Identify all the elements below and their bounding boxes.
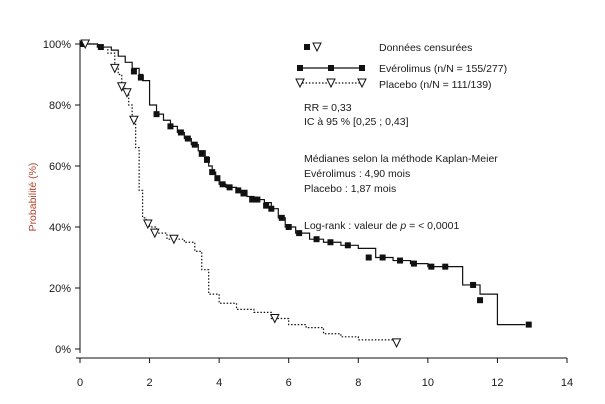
everolimus-censor-marker [470,281,477,288]
everolimus-censor-marker [263,202,270,209]
everolimus-censor-marker [379,254,386,261]
median-placebo: Placebo : 1,87 mois [304,183,396,195]
y-tick-label: 0% [55,344,71,356]
everolimus-censor-marker [153,111,160,118]
logrank-prefix: Log-rank : valeur de [304,220,400,232]
legend-placebo-marker-icon [357,78,367,89]
y-tick-label: 100% [43,39,71,51]
everolimus-censor-marker [296,230,303,237]
everolimus-censor-marker [477,297,484,304]
everolimus-censor-marker [254,196,261,203]
everolimus-censor-marker [137,74,144,81]
y-tick-label: 40% [49,222,71,234]
everolimus-censor-marker [226,184,233,191]
everolimus-censor-marker [285,224,292,230]
everolimus-censor-marker [442,263,449,270]
everolimus-censor-marker [219,181,226,188]
placebo-censor-marker [109,63,120,74]
x-tick-label: 6 [286,377,292,389]
logrank-p: p [399,220,406,232]
everolimus-censor-marker [344,242,351,249]
placebo-censor-marker [80,39,91,50]
everolimus-censor-marker [397,257,404,264]
median-title: Médianes selon la méthode Kaplan-Meier [304,153,498,165]
legend-evero-label: Evérolimus (n/N = 155/277) [379,63,507,75]
legend-title: Données censurées [379,42,472,54]
rr-annotation: RR = 0,33 [304,102,352,114]
y-tick-label: 60% [49,161,71,173]
legend-placebo-marker-icon [326,78,336,89]
y-axis-title: Probabilité (%) [27,163,39,232]
legend-title-square-icon [304,44,310,50]
censor-markers [80,39,532,349]
x-tick-label: 4 [216,377,222,389]
everolimus-censor-marker [410,260,417,267]
placebo-censor-marker [169,234,179,245]
everolimus-censor-marker [249,196,256,203]
annotations: RR = 0,33 IC à 95 % [0,25 ; 0,43] Médian… [304,102,498,232]
logrank-suffix: = < 0,0001 [406,220,459,232]
legend-title-triangle-icon [312,42,322,53]
everolimus-censor-marker [177,129,184,136]
everolimus-censor-marker [365,254,372,261]
logrank-annotation: Log-rank : valeur de p = < 0,0001 [304,220,459,232]
x-tick-label: 8 [355,377,361,389]
everolimus-censor-marker [278,214,285,221]
median-everolimus: Evérolimus : 4,90 mois [304,168,410,180]
placebo-censor-marker [269,314,280,324]
legend-placebo-label: Placebo (n/N = 111/139) [379,79,492,91]
legend-evero-marker-icon [328,65,334,71]
axes: 0% 20% 40% 60% 80% 100% 0 2 4 6 8 10 12 14 [43,39,573,389]
placebo-censor-marker [122,88,132,98]
everolimus-censor-marker [268,205,275,212]
placebo-censor-marker [149,228,160,239]
placebo-censor-marker [116,82,127,92]
x-tick-label: 0 [77,377,83,389]
everolimus-censor-marker [214,175,221,182]
x-tick-label: 10 [422,377,434,389]
x-tick-label: 14 [561,377,573,389]
everolimus-censor-marker [313,236,320,243]
everolimus-censor-marker [209,169,216,176]
ci-annotation: IC à 95 % [0,25 ; 0,43] [304,116,409,128]
everolimus-censor-marker [428,263,435,270]
placebo-censor-marker [129,115,139,126]
legend-evero-marker-icon [359,65,365,71]
legend: Données censurées Evérolimus (n/N = 155/… [295,42,507,91]
everolimus-censor-marker [240,190,247,197]
everolimus-censor-marker [525,321,532,328]
legend-evero-marker-icon [297,65,303,71]
everolimus-censor-marker [184,135,191,142]
everolimus-censor-marker [167,123,174,130]
x-tick-label: 12 [491,377,503,389]
x-tick-label: 2 [147,377,153,389]
everolimus-censor-marker [130,68,137,75]
y-tick-label: 80% [49,100,71,112]
everolimus-censor-marker [203,156,210,163]
legend-placebo-marker-icon [295,78,305,89]
placebo-censor-marker [143,219,153,230]
everolimus-censor-marker [327,239,334,246]
everolimus-censor-marker [235,187,242,194]
everolimus-censor-marker [97,44,104,51]
everolimus-censor-marker [198,150,205,157]
placebo-censor-marker [391,338,402,349]
everolimus-censor-marker [191,141,198,148]
y-tick-label: 20% [49,283,71,295]
